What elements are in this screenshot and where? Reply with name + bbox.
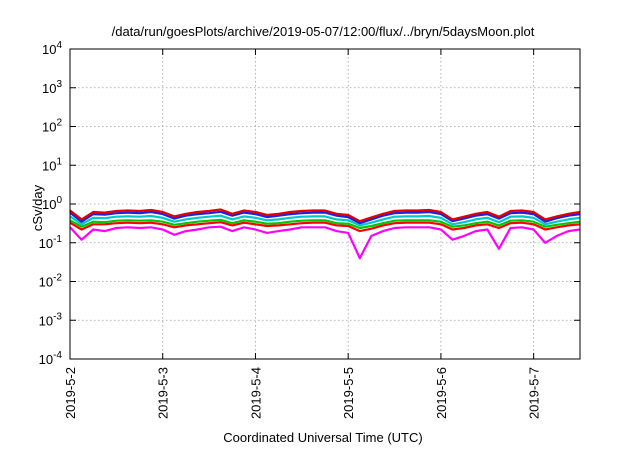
series-line-3	[69, 218, 581, 230]
x-tick-label: 2019-5-3	[156, 367, 171, 419]
chart-title: /data/run/goesPlots/archive/2019-05-07/1…	[112, 24, 535, 39]
y-tick-label: 10-3	[39, 311, 63, 328]
series-line-2	[69, 221, 581, 233]
series-layer	[69, 208, 581, 260]
series-line-4	[69, 214, 581, 227]
y-tick-label: 10-4	[39, 350, 63, 367]
grid-layer	[70, 49, 580, 359]
x-tick-label: 2019-5-7	[527, 367, 542, 419]
y-tick-label: 100	[42, 195, 62, 212]
y-tick-label: 101	[42, 156, 62, 173]
x-tick-label: 2019-5-6	[434, 367, 449, 419]
y-axis-label: cSv/day	[30, 184, 45, 231]
y-tick-label: 103	[42, 79, 62, 96]
series-line-5	[69, 210, 581, 225]
y-tick-label: 10-1	[39, 234, 63, 251]
y-tick-label: 104	[42, 40, 62, 57]
x-tick-label: 2019-5-5	[341, 367, 356, 419]
y-tick-label: 10-2	[39, 273, 63, 290]
series-line-1	[69, 225, 581, 260]
y-tick-label: 102	[42, 118, 62, 135]
tick-layer: 10-4 10-3 10-2 10-1 100 101 102 103 104 2019-5-2 2…	[39, 40, 580, 419]
x-tick-label: 2019-5-4	[248, 367, 263, 419]
series-line-6	[69, 208, 581, 223]
x-axis-label: Coordinated Universal Time (UTC)	[223, 430, 422, 445]
x-tick-label: 2019-5-2	[63, 367, 78, 419]
